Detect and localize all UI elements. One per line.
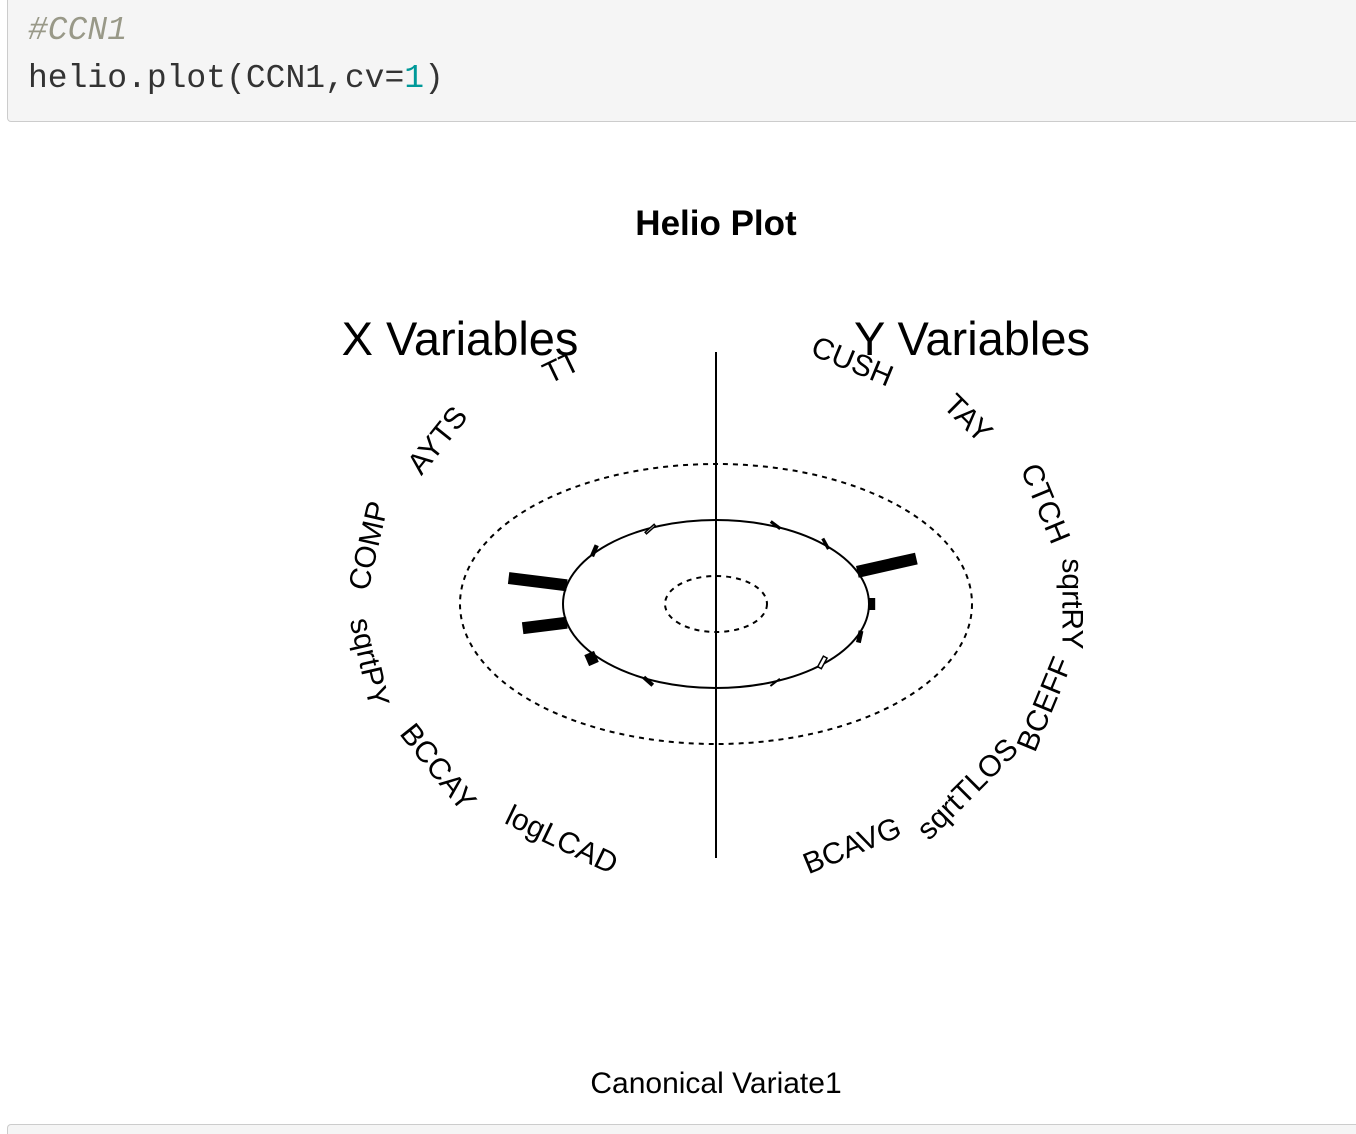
label-COMP: COMP bbox=[343, 498, 395, 593]
code-call-suffix: ) bbox=[424, 60, 444, 97]
helio-plot-svg: Helio Plot X Variables Y Variables TTAYT… bbox=[342, 204, 1090, 1100]
code-call-prefix: helio.plot(CCN1,cv= bbox=[28, 60, 405, 97]
code-block: #CCN1 helio.plot(CCN1,cv=1) bbox=[7, 0, 1356, 122]
bar-TAY bbox=[821, 537, 830, 550]
label-sqrtTLOS: sqrtTLOS bbox=[911, 732, 1025, 846]
x-axis-label: Canonical Variate1 bbox=[590, 1067, 841, 1100]
variable-bars bbox=[507, 520, 918, 687]
label-sqrtRY: sqrtRY bbox=[1056, 558, 1089, 649]
label-BCCAY: BCCAY bbox=[393, 718, 482, 818]
y-group-label: Y Variables bbox=[854, 312, 1090, 365]
code-comment: #CCN1 bbox=[28, 12, 128, 49]
bar-sqrtRY bbox=[869, 598, 876, 610]
label-BCEFF: BCEFF bbox=[1011, 653, 1079, 756]
label-BCAVG: BCAVG bbox=[798, 811, 906, 881]
label-AYTS: AYTS bbox=[401, 401, 474, 481]
bar-COMP bbox=[507, 572, 568, 592]
label-TAY: TAY bbox=[937, 388, 998, 449]
label-logLCAD: logLCAD bbox=[500, 799, 622, 881]
bar-CTCH bbox=[856, 552, 918, 578]
bar-BCCAY bbox=[584, 650, 599, 667]
bar-CUSH bbox=[769, 520, 782, 530]
inner-dotted-ring bbox=[664, 575, 768, 633]
code-call: helio.plot(CCN1,cv=1) bbox=[28, 60, 444, 97]
chart-title: Helio Plot bbox=[635, 204, 797, 243]
label-sqrtPY: sqrtPY bbox=[343, 615, 395, 710]
bar-AYTS bbox=[590, 544, 599, 558]
bar-sqrtPY bbox=[521, 616, 568, 635]
label-CTCH: CTCH bbox=[1014, 459, 1076, 549]
helio-plot: Helio Plot X Variables Y Variables TT AYT… bbox=[0, 130, 1356, 1120]
bar-TT bbox=[644, 523, 657, 535]
next-code-block-edge bbox=[7, 1124, 1356, 1134]
bar-logLCAD bbox=[642, 675, 655, 687]
bar-BCAVG bbox=[769, 678, 781, 687]
outer-dotted-ring bbox=[459, 463, 973, 745]
x-group-label: X Variables bbox=[342, 312, 579, 365]
bar-BCEFF bbox=[856, 630, 864, 644]
code-call-number: 1 bbox=[404, 60, 425, 97]
bar-sqrtTLOS bbox=[816, 655, 829, 670]
